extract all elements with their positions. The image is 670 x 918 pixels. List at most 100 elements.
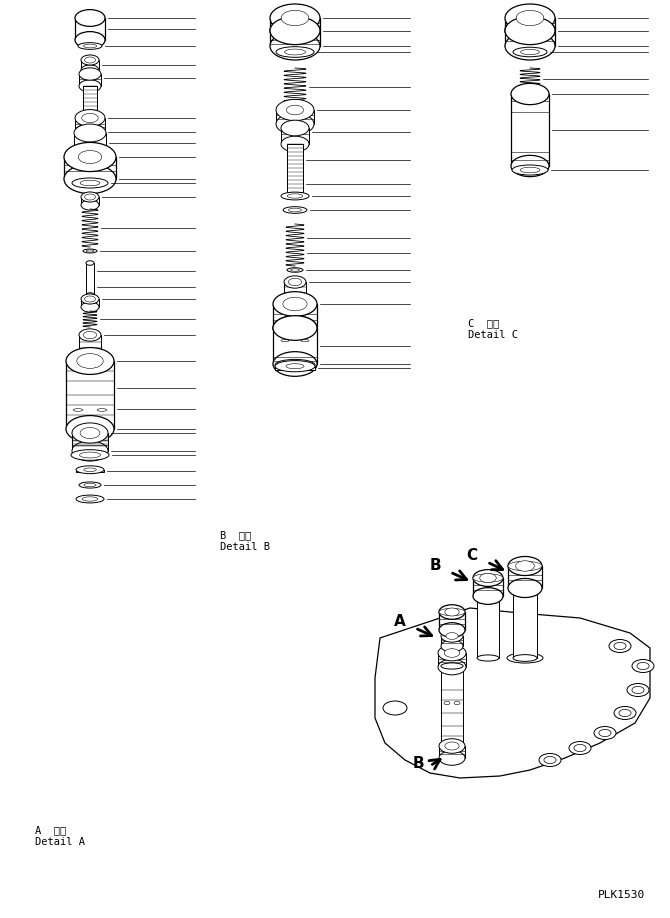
Ellipse shape <box>281 120 309 136</box>
Text: B: B <box>412 756 424 771</box>
Ellipse shape <box>79 482 101 488</box>
Ellipse shape <box>507 653 543 663</box>
Ellipse shape <box>79 68 101 80</box>
Ellipse shape <box>64 164 116 194</box>
Ellipse shape <box>539 754 561 767</box>
Ellipse shape <box>508 561 542 571</box>
Ellipse shape <box>276 113 314 135</box>
Ellipse shape <box>438 645 466 661</box>
FancyBboxPatch shape <box>513 590 537 658</box>
Text: B  詳細: B 詳細 <box>220 530 251 540</box>
Ellipse shape <box>441 743 463 749</box>
Ellipse shape <box>632 659 654 673</box>
Ellipse shape <box>84 296 95 302</box>
Ellipse shape <box>74 124 106 142</box>
Ellipse shape <box>446 633 458 640</box>
Ellipse shape <box>441 640 463 652</box>
FancyBboxPatch shape <box>273 304 317 328</box>
Ellipse shape <box>281 340 289 341</box>
Ellipse shape <box>84 194 95 200</box>
Ellipse shape <box>275 361 315 372</box>
Ellipse shape <box>473 588 503 604</box>
Ellipse shape <box>270 17 320 45</box>
Ellipse shape <box>82 114 98 123</box>
Text: C  詳細: C 詳細 <box>468 318 499 328</box>
Ellipse shape <box>569 742 591 755</box>
FancyBboxPatch shape <box>439 746 465 758</box>
Ellipse shape <box>383 701 407 715</box>
Ellipse shape <box>473 574 503 582</box>
Ellipse shape <box>86 297 94 300</box>
Text: Detail B: Detail B <box>220 542 270 552</box>
Ellipse shape <box>97 409 107 411</box>
FancyBboxPatch shape <box>273 328 317 364</box>
Ellipse shape <box>614 707 636 720</box>
Ellipse shape <box>273 316 317 341</box>
Ellipse shape <box>441 630 463 643</box>
Ellipse shape <box>301 340 309 341</box>
FancyBboxPatch shape <box>439 612 465 630</box>
FancyBboxPatch shape <box>511 94 549 166</box>
FancyBboxPatch shape <box>284 282 306 300</box>
Text: A: A <box>394 614 406 629</box>
Ellipse shape <box>276 99 314 120</box>
Ellipse shape <box>79 329 101 341</box>
Text: Detail A: Detail A <box>35 837 85 847</box>
FancyBboxPatch shape <box>281 128 309 144</box>
Ellipse shape <box>284 275 306 288</box>
Ellipse shape <box>283 297 307 311</box>
Ellipse shape <box>76 495 104 503</box>
FancyBboxPatch shape <box>270 18 320 30</box>
FancyBboxPatch shape <box>441 666 463 746</box>
Ellipse shape <box>477 655 499 661</box>
Ellipse shape <box>80 180 100 185</box>
FancyBboxPatch shape <box>438 653 466 667</box>
Ellipse shape <box>285 49 306 55</box>
Ellipse shape <box>276 47 314 57</box>
Ellipse shape <box>439 751 465 766</box>
FancyBboxPatch shape <box>81 197 99 205</box>
FancyBboxPatch shape <box>72 433 108 451</box>
FancyBboxPatch shape <box>79 74 101 86</box>
Ellipse shape <box>78 144 86 146</box>
FancyBboxPatch shape <box>74 133 106 153</box>
Ellipse shape <box>291 269 299 271</box>
FancyBboxPatch shape <box>64 157 116 179</box>
Ellipse shape <box>439 609 465 616</box>
Ellipse shape <box>84 331 96 339</box>
Ellipse shape <box>86 293 94 297</box>
Ellipse shape <box>513 655 537 661</box>
FancyBboxPatch shape <box>276 110 314 124</box>
Ellipse shape <box>441 663 463 669</box>
Ellipse shape <box>444 701 450 705</box>
Ellipse shape <box>75 124 105 140</box>
Ellipse shape <box>520 167 540 173</box>
Ellipse shape <box>287 268 303 273</box>
Ellipse shape <box>83 331 96 339</box>
Ellipse shape <box>454 701 460 705</box>
FancyBboxPatch shape <box>477 594 499 658</box>
Text: A  詳細: A 詳細 <box>35 825 66 835</box>
FancyBboxPatch shape <box>75 118 105 132</box>
Ellipse shape <box>270 32 320 60</box>
Ellipse shape <box>283 207 307 213</box>
FancyBboxPatch shape <box>66 361 114 429</box>
FancyBboxPatch shape <box>81 60 99 70</box>
Ellipse shape <box>81 294 99 304</box>
FancyBboxPatch shape <box>275 366 315 370</box>
Ellipse shape <box>517 10 544 26</box>
Ellipse shape <box>281 192 309 200</box>
Ellipse shape <box>71 450 109 460</box>
Ellipse shape <box>66 416 114 442</box>
Ellipse shape <box>75 9 105 27</box>
Ellipse shape <box>477 591 499 597</box>
Ellipse shape <box>94 144 102 146</box>
Ellipse shape <box>83 249 97 253</box>
Ellipse shape <box>273 316 317 341</box>
Ellipse shape <box>445 608 459 616</box>
Ellipse shape <box>80 428 100 439</box>
Ellipse shape <box>505 32 555 60</box>
Ellipse shape <box>505 17 555 45</box>
Ellipse shape <box>619 710 631 717</box>
FancyBboxPatch shape <box>75 18 105 40</box>
